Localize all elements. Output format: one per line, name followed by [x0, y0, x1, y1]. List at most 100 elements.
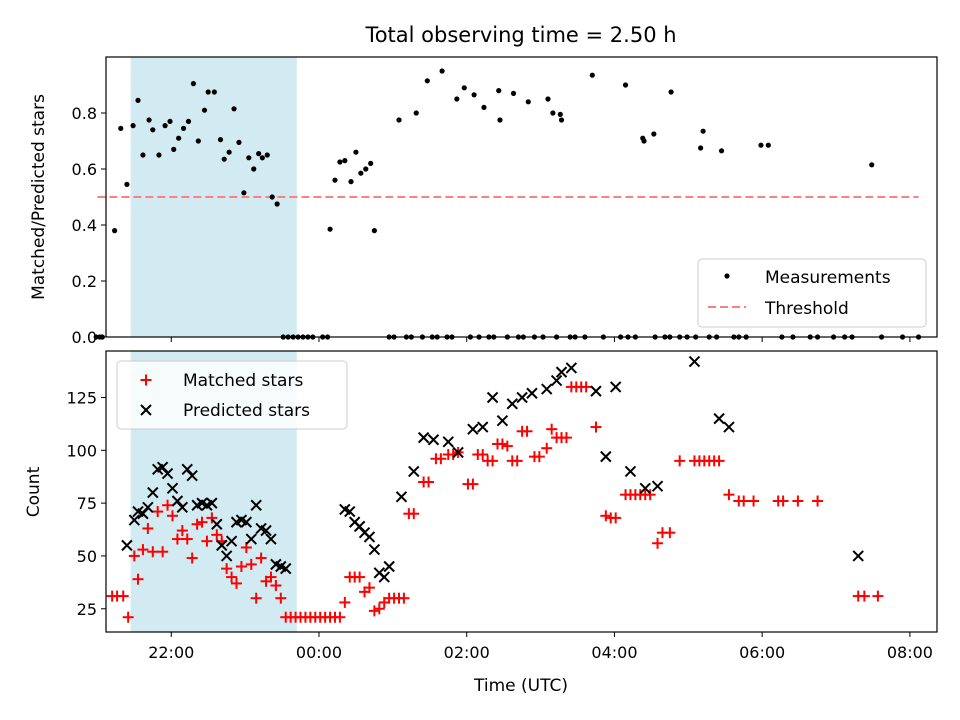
- predicted-star-point: [378, 571, 390, 583]
- predicted-star-point: [240, 516, 253, 528]
- predicted-star-point: [550, 374, 563, 387]
- measurement-point: [171, 146, 177, 152]
- matched-star-point: [560, 432, 572, 444]
- matched-star-point: [230, 577, 242, 589]
- predicted-star-point: [417, 431, 430, 444]
- top-axes-frame: [105, 56, 938, 338]
- y-tick-label: 100: [66, 441, 97, 460]
- measurement-point: [413, 110, 419, 116]
- matched-star-point: [644, 489, 656, 501]
- predicted-star-point: [600, 450, 612, 463]
- matched-star-point: [176, 525, 188, 537]
- legend-predicted-marker: [140, 404, 152, 416]
- measurement-point: [510, 90, 517, 96]
- matched-star-point: [812, 495, 824, 507]
- measurement-point: [545, 96, 551, 102]
- matched-star-point: [221, 563, 233, 575]
- predicted-star-point: [395, 491, 408, 503]
- measurement-point: [256, 151, 262, 157]
- measurement-point: [180, 125, 187, 131]
- predicted-star-point: [555, 366, 568, 378]
- matched-star-point: [152, 506, 164, 518]
- matched-star-point: [872, 590, 884, 602]
- measurement-point: [496, 88, 502, 94]
- x-tick-label: 08:00: [887, 643, 933, 662]
- bottom-y-axis-label: Count: [24, 466, 44, 517]
- top-x-ticks: [170, 337, 911, 342]
- legend-predicted-label: Predicted stars: [183, 401, 310, 421]
- predicted-star-point: [186, 469, 198, 482]
- matched-star-point: [181, 533, 193, 545]
- y-tick-label: 0.4: [72, 216, 97, 235]
- matched-star-point: [738, 495, 750, 507]
- predicted-star-point: [176, 501, 189, 514]
- measurement-point: [135, 97, 141, 103]
- matched-star-point: [354, 571, 366, 583]
- measurement-point: [251, 166, 257, 172]
- x-tick-label: 02:00: [444, 643, 490, 662]
- predicted-star-point: [250, 499, 262, 511]
- matched-star-point: [541, 442, 553, 454]
- measurement-point: [201, 107, 208, 113]
- matched-star-point: [511, 455, 523, 467]
- top-y-axis-label: Matched/Predicted stars: [29, 94, 49, 300]
- measurement-point: [342, 158, 348, 164]
- measurement-point: [269, 194, 275, 200]
- predicted-star-point: [142, 501, 154, 514]
- legend-matched-label: Matched stars: [183, 371, 303, 391]
- bottom-legend: Matched stars Predicted stars: [116, 360, 348, 430]
- measurement-point: [424, 78, 430, 84]
- matched-star-point: [423, 476, 435, 488]
- matched-star-point: [250, 592, 262, 604]
- matched-star-point: [132, 573, 144, 585]
- predicted-star-point: [467, 423, 479, 435]
- top-legend-frame: [697, 258, 927, 328]
- measurement-point: [246, 155, 252, 161]
- predicted-star-point: [260, 524, 272, 537]
- matched-star-point: [275, 592, 287, 604]
- measurement-point: [93, 334, 99, 340]
- measurement-point: [195, 138, 201, 144]
- measurement-point: [363, 166, 369, 172]
- predicted-star-point: [128, 514, 141, 526]
- bottom-legend-frame: [116, 360, 348, 430]
- bottom-y-ticks: 25 50 75 100 125: [66, 388, 106, 619]
- matched-star-point: [858, 590, 870, 602]
- measurement-point: [185, 118, 192, 124]
- measurement-point: [550, 110, 556, 116]
- x-tick-label: 00:00: [296, 643, 342, 662]
- matched-star-point: [235, 561, 247, 573]
- measurement-point: [226, 149, 232, 155]
- predicted-star-point: [383, 560, 395, 573]
- predicted-star-point: [713, 412, 725, 425]
- measurement-point: [481, 104, 487, 110]
- y-tick-label: 25: [77, 600, 97, 619]
- measurement-point: [651, 131, 657, 137]
- measurement-point: [358, 170, 364, 176]
- matched-star-point: [128, 550, 140, 562]
- measurement-point: [332, 177, 338, 183]
- measurement-point: [231, 106, 237, 112]
- matched-star-point: [142, 522, 154, 534]
- bottom-panel: 25 50 75 100 125 22:00 00:00 02:00 04:00 06:00 08…: [24, 350, 938, 696]
- predicted-star-point: [344, 505, 356, 518]
- measurement-point: [274, 201, 280, 207]
- matched-star-point: [157, 546, 169, 558]
- matched-star-point: [496, 438, 508, 450]
- legend-plus-glyph: [140, 374, 152, 386]
- measurement-point: [130, 123, 136, 129]
- measurement-point: [454, 96, 460, 102]
- matched-star-point: [610, 512, 622, 524]
- matched-star-point: [713, 455, 725, 467]
- top-panel: Total observing time = 2.50 h 0.00.20.40…: [29, 23, 938, 347]
- measurement-point: [353, 149, 359, 155]
- predicted-star-point: [496, 415, 509, 427]
- predicted-star-point: [427, 434, 440, 446]
- matched-star-point: [590, 421, 602, 433]
- measurement-point: [112, 228, 118, 234]
- matched-star-point: [171, 533, 183, 545]
- matched-star-point: [206, 512, 218, 524]
- predicted-star-point: [245, 533, 257, 545]
- matched-star-point: [117, 590, 129, 602]
